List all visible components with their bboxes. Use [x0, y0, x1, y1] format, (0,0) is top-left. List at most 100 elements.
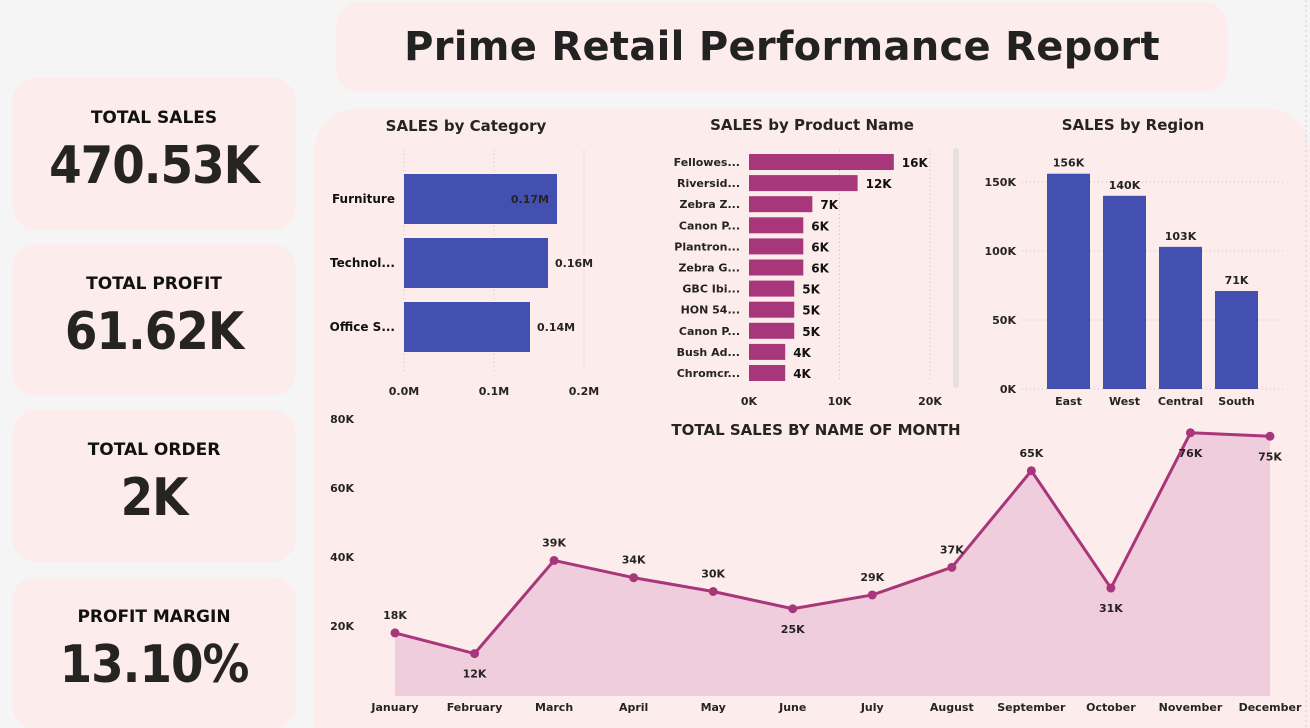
- month-y-tick: 60K: [330, 482, 354, 495]
- region-value-label: 156K: [1053, 157, 1085, 170]
- kpi-value: 2K: [120, 468, 189, 528]
- kpi-card-profit-margin[interactable]: PROFIT MARGIN 13.10%: [12, 577, 296, 728]
- category-bar[interactable]: [404, 238, 548, 288]
- category-value-label: 0.17M: [511, 193, 549, 206]
- product-value-label: 4K: [793, 367, 811, 381]
- month-x-label: May: [701, 701, 726, 714]
- product-label: Zebra G...: [678, 262, 740, 275]
- title-card: Prime Retail Performance Report: [336, 2, 1228, 92]
- month-point[interactable]: [947, 562, 957, 572]
- month-x-label: July: [860, 701, 884, 714]
- month-value-label: 12K: [463, 668, 487, 681]
- region-x-label: West: [1109, 395, 1140, 408]
- month-point[interactable]: [1265, 431, 1275, 441]
- month-point[interactable]: [867, 590, 877, 600]
- month-point[interactable]: [788, 604, 798, 614]
- product-bar[interactable]: [749, 259, 804, 276]
- product-label: Riversid...: [677, 177, 740, 190]
- category-label: Office S...: [330, 320, 395, 334]
- product-label: GBC Ibi...: [682, 283, 740, 296]
- product-label: Plantron...: [674, 240, 740, 253]
- product-value-label: 5K: [802, 283, 820, 297]
- month-point[interactable]: [1106, 583, 1116, 593]
- month-point[interactable]: [1185, 428, 1195, 438]
- kpi-label: TOTAL PROFIT: [86, 274, 222, 294]
- category-x-tick: 0.0M: [389, 385, 419, 398]
- month-point[interactable]: [1026, 466, 1036, 476]
- category-chart-title: SALES by Category: [386, 117, 547, 135]
- kpi-label: PROFIT MARGIN: [77, 607, 231, 627]
- month-point[interactable]: [470, 649, 480, 659]
- month-value-label: 29K: [860, 571, 884, 584]
- month-value-label: 31K: [1099, 602, 1123, 615]
- product-bar[interactable]: [749, 154, 894, 170]
- category-bar[interactable]: [404, 302, 530, 352]
- category-x-tick: 0.2M: [569, 385, 599, 398]
- month-value-label: 25K: [781, 623, 805, 636]
- region-x-label: South: [1218, 395, 1254, 408]
- product-label: Zebra Z...: [680, 198, 741, 211]
- month-point[interactable]: [708, 587, 718, 596]
- month-point[interactable]: [629, 573, 639, 583]
- product-x-tick: 0K: [741, 395, 758, 408]
- month-x-label: November: [1159, 701, 1223, 714]
- month-point[interactable]: [549, 555, 559, 565]
- month-value-label: 37K: [940, 543, 964, 556]
- month-y-tick: 20K: [330, 620, 354, 633]
- region-bar[interactable]: [1047, 173, 1090, 389]
- month-value-label: 30K: [701, 568, 725, 581]
- month-x-label: February: [447, 701, 503, 714]
- category-bar[interactable]: [404, 174, 557, 224]
- region-x-label: Central: [1158, 395, 1203, 408]
- month-point[interactable]: [390, 628, 400, 638]
- product-label: Canon P...: [679, 325, 740, 338]
- product-label: Canon P...: [679, 219, 740, 232]
- product-label: Bush Ad...: [677, 346, 740, 359]
- product-value-label: 6K: [811, 219, 829, 233]
- product-bar[interactable]: [749, 217, 804, 234]
- product-value-label: 12K: [866, 177, 893, 191]
- product-x-tick: 10K: [828, 395, 852, 408]
- region-bar[interactable]: [1215, 291, 1258, 389]
- page-title: Prime Retail Performance Report: [404, 24, 1160, 70]
- product-label: Fellowes...: [674, 156, 740, 169]
- kpi-card-total-sales[interactable]: TOTAL SALES 470.53K: [12, 78, 296, 230]
- category-label: Technol...: [330, 256, 395, 270]
- product-bar[interactable]: [749, 175, 858, 192]
- month-x-label: August: [930, 701, 974, 714]
- region-value-label: 103K: [1165, 230, 1197, 243]
- category-x-tick: 0.1M: [479, 385, 509, 398]
- product-chart-scrollbar[interactable]: [953, 148, 959, 388]
- month-value-label: 65K: [1019, 447, 1043, 460]
- product-label: HON 54...: [681, 304, 740, 317]
- kpi-value: 13.10%: [59, 635, 250, 695]
- month-x-label: September: [997, 701, 1066, 714]
- kpi-label: TOTAL SALES: [90, 108, 218, 128]
- product-bar[interactable]: [749, 301, 795, 318]
- region-bar[interactable]: [1103, 195, 1146, 389]
- region-value-label: 71K: [1225, 274, 1249, 287]
- product-bar[interactable]: [749, 343, 786, 360]
- product-value-label: 5K: [802, 325, 820, 339]
- product-value-label: 7K: [820, 198, 838, 212]
- month-y-tick: 40K: [330, 551, 354, 564]
- product-bar[interactable]: [749, 280, 795, 297]
- kpi-value: 470.53K: [49, 136, 260, 196]
- region-y-tick: 100K: [985, 245, 1017, 258]
- product-bar[interactable]: [749, 238, 804, 255]
- product-bar[interactable]: [749, 322, 795, 339]
- month-x-label: June: [778, 701, 806, 714]
- region-value-label: 140K: [1109, 179, 1141, 192]
- month-x-label: April: [619, 701, 648, 714]
- product-bar[interactable]: [749, 196, 813, 213]
- category-label: Furniture: [332, 192, 395, 206]
- month-y-tick: 80K: [330, 413, 354, 426]
- product-x-tick: 20K: [918, 395, 942, 408]
- kpi-card-total-profit[interactable]: TOTAL PROFIT 61.62K: [12, 244, 296, 396]
- kpi-card-total-order[interactable]: TOTAL ORDER 2K: [12, 410, 296, 562]
- product-bar[interactable]: [749, 365, 786, 381]
- month-x-label: January: [370, 701, 418, 714]
- region-bar[interactable]: [1159, 246, 1202, 389]
- region-y-tick: 50K: [992, 314, 1016, 327]
- month-value-label: 76K: [1179, 447, 1203, 460]
